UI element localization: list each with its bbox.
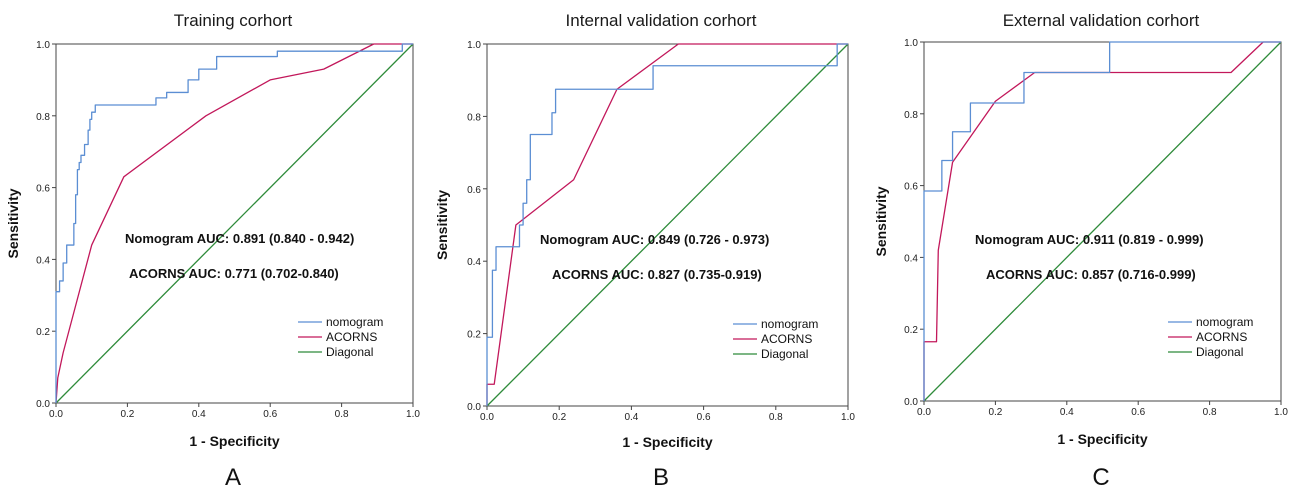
x-axis-label: 1 - Specificity (622, 434, 712, 450)
y-tick-label: 0.0 (36, 399, 50, 410)
auc-annotation: ACORNS AUC: 0.827 (0.735-0.919) (552, 267, 762, 282)
x-tick-label: 0.4 (1060, 407, 1074, 418)
x-tick-label: 0.6 (697, 412, 711, 423)
auc-annotation: Nomogram AUC: 0.911 (0.819 - 0.999) (975, 232, 1204, 247)
y-tick-label: 0.0 (904, 397, 918, 408)
y-tick-label: 1.0 (36, 40, 50, 51)
series-line-nomogram (55, 43, 413, 403)
series-line-diagonal (923, 41, 1282, 402)
chart-title: External validation corhort (1003, 11, 1200, 30)
legend-label-acorns: ACORNS (761, 332, 812, 346)
x-tick-label: 0.2 (988, 407, 1002, 418)
x-tick-label: 0.6 (1131, 407, 1145, 418)
x-tick-label: 1.0 (1274, 407, 1288, 418)
legend-label-diagonal: Diagonal (326, 345, 373, 359)
y-axis-label: Sensitivity (873, 186, 889, 256)
x-axis-label: 1 - Specificity (1057, 431, 1147, 447)
y-tick-label: 0.8 (36, 112, 50, 123)
x-tick-label: 0.2 (552, 412, 566, 423)
chart-title: Internal validation corhort (566, 11, 757, 30)
auc-annotation: Nomogram AUC: 0.849 (0.726 - 0.973) (540, 232, 769, 247)
series-line-nomogram (486, 43, 848, 406)
x-tick-label: 0.2 (120, 409, 134, 420)
legend-label-nomogram: nomogram (761, 317, 818, 331)
x-tick-label: 0.8 (335, 409, 349, 420)
x-tick-label: 0.6 (263, 409, 277, 420)
series-line-nomogram (923, 41, 1281, 401)
x-tick-label: 1.0 (841, 412, 855, 423)
legend-label-diagonal: Diagonal (1196, 345, 1243, 359)
plot-frame (55, 43, 414, 404)
plot-frame (486, 43, 849, 407)
x-tick-label: 0.0 (917, 407, 931, 418)
legend-label-acorns: ACORNS (326, 330, 377, 344)
roc-panel-b: Internal validation corhort 0.00.0 0.2 0.2 0… (434, 11, 855, 491)
y-tick-label: 0.0 (467, 402, 481, 413)
y-tick-label: 0.6 (36, 184, 50, 195)
y-tick-label: 0.6 (467, 185, 481, 196)
series-line-acorns (923, 41, 1281, 401)
y-tick-label: 0.8 (904, 110, 918, 121)
y-axis-label: Sensitivity (5, 188, 21, 258)
x-axis-label: 1 - Specificity (189, 433, 279, 449)
y-tick-label: 0.4 (904, 253, 918, 264)
x-tick-label: 0.8 (769, 412, 783, 423)
y-tick-label: 0.8 (467, 112, 481, 123)
legend-label-diagonal: Diagonal (761, 347, 808, 361)
y-tick-label: 0.2 (904, 325, 918, 336)
x-tick-label: 1.0 (406, 409, 420, 420)
y-tick-label: 0.4 (467, 257, 481, 268)
roc-panel-a: Training corhort 0.00.0 0.2 0.2 0.4 0.4 0.6 0.6… (5, 11, 420, 491)
x-tick-label: 0.0 (49, 409, 63, 420)
y-tick-label: 0.2 (36, 327, 50, 338)
y-tick-label: 0.6 (904, 182, 918, 193)
x-tick-label: 0.0 (480, 412, 494, 423)
y-tick-label: 0.4 (36, 255, 50, 266)
legend-label-nomogram: nomogram (1196, 315, 1253, 329)
legend-label-acorns: ACORNS (1196, 330, 1247, 344)
series-line-diagonal (55, 43, 414, 404)
y-tick-label: 1.0 (904, 38, 918, 49)
series-line-acorns (486, 43, 848, 406)
panel-letter: B (653, 464, 669, 491)
x-tick-label: 0.8 (1203, 407, 1217, 418)
y-tick-label: 1.0 (467, 40, 481, 51)
x-tick-label: 0.4 (192, 409, 206, 420)
x-tick-label: 0.4 (624, 412, 638, 423)
y-tick-label: 0.2 (467, 330, 481, 341)
auc-annotation: ACORNS AUC: 0.771 (0.702-0.840) (129, 266, 339, 281)
series-line-acorns (55, 43, 413, 404)
series-line-diagonal (486, 43, 849, 407)
auc-annotation: ACORNS AUC: 0.857 (0.716-0.999) (986, 267, 1196, 282)
legend-label-nomogram: nomogram (326, 315, 383, 329)
panel-letter: C (1092, 464, 1109, 491)
y-axis-label: Sensitivity (434, 190, 450, 260)
chart-title: Training corhort (174, 11, 293, 30)
auc-annotation: Nomogram AUC: 0.891 (0.840 - 0.942) (125, 231, 354, 246)
roc-panel-c: External validation corhort 0.00.0 0.2 0.2 0… (873, 11, 1288, 491)
panel-letter: A (225, 464, 241, 491)
